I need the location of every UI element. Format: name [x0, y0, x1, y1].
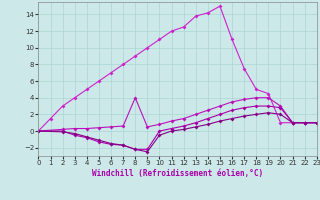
X-axis label: Windchill (Refroidissement éolien,°C): Windchill (Refroidissement éolien,°C) [92, 169, 263, 178]
